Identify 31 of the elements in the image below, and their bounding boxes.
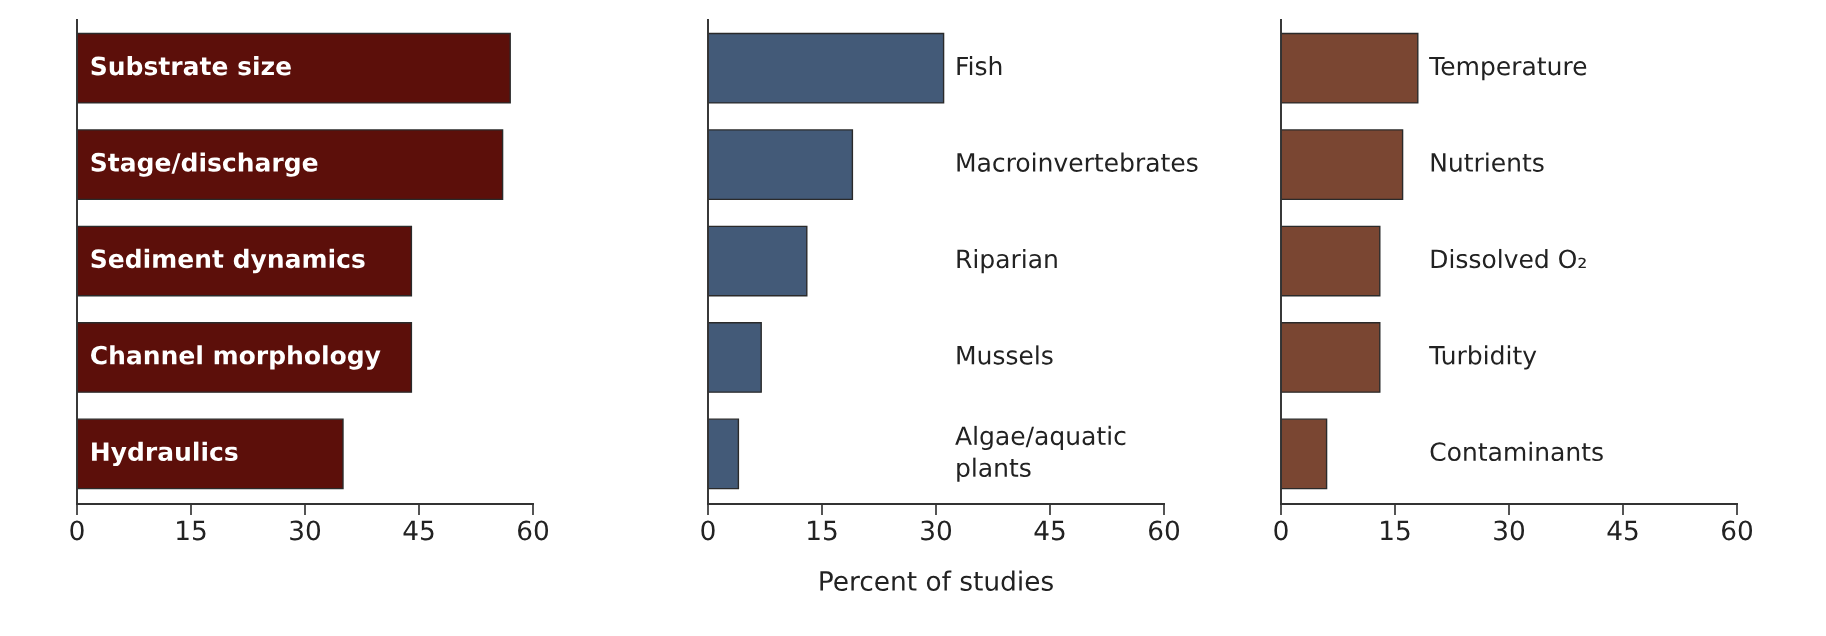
y-tick-label: Fish [957,56,1002,76]
y-tick-label: Riparian [957,248,1057,274]
x-tick-label: 0 [701,520,715,541]
y-tick-label: Stage/discharge [91,152,318,177]
y-tick-label: Channel morphology [91,345,381,370]
x-tick-label: 60 [518,520,549,541]
y-tick-label: Hydraulics [92,441,238,467]
x-tick-label: 60 [1722,520,1753,541]
y-tick-label: Turbidity [1429,345,1537,370]
y-tick-label: Nutrients [1431,152,1544,172]
x-tick-label: 45 [1607,520,1638,541]
x-tick-label: 0 [70,520,84,541]
x-tick-label: 30 [1494,520,1525,541]
x-tick-label: 60 [1149,520,1180,541]
y-tick-label: Substrate size [91,56,291,76]
x-tick-label: 15 [177,520,206,541]
y-tick-label: Macroinvertebrates [957,152,1198,172]
y-tick-label: Temperature [1429,56,1587,81]
x-tick-label: 45 [1034,520,1065,541]
x-tick-label: 30 [290,520,321,541]
y-tick-label: Contaminants [1430,441,1603,462]
y-tick-label: Sediment dynamics [91,248,365,274]
x-tick-label: 45 [403,520,434,541]
x-tick-label: 0 [1274,520,1288,541]
y-tick-label: Dissolved O₂ [1431,248,1586,269]
x-tick-label: 30 [921,520,952,541]
y-tick-label: Mussels [957,345,1053,365]
x-axis-title: Percent of studies [820,570,1053,591]
y-tick-label: Algae/aquatic plants [955,425,1126,482]
x-tick-label: 15 [1381,520,1410,541]
x-tick-label: 15 [808,520,837,541]
